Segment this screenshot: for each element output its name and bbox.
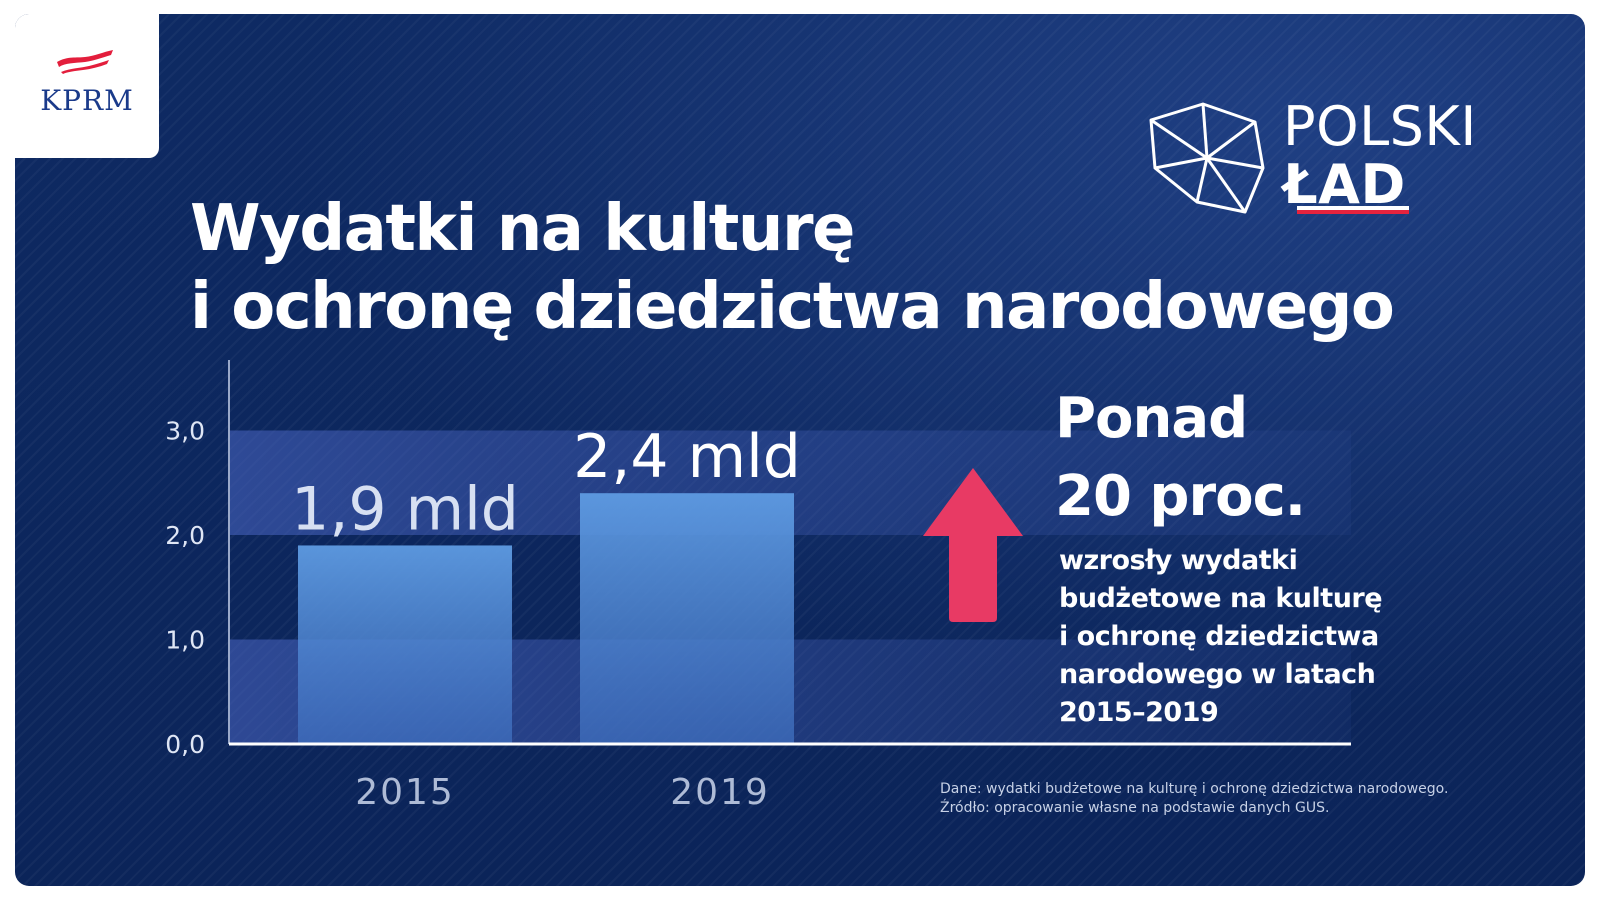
y-tick-label: 0,0 — [165, 730, 205, 759]
data-label: 1,9 mld — [291, 474, 519, 544]
polski-lad-wordmark: POLSKI ŁAD — [1283, 98, 1477, 214]
desc-line: narodowego w latach — [1059, 659, 1376, 690]
kprm-label: KPRM — [40, 84, 134, 117]
data-label: 2,4 mld — [573, 422, 801, 492]
source-note: Dane: wydatki budżetowe na kulturę i och… — [940, 780, 1448, 818]
polski-lad-map-icon — [1149, 102, 1265, 214]
infographic-panel: KPRM Wydatki na kulturę i ochronę dziedz… — [15, 14, 1585, 886]
y-tick-label: 3,0 — [165, 417, 205, 446]
page-title: Wydatki na kulturę i ochronę dziedzictwa… — [190, 190, 1395, 346]
x-tick-label: 2019 — [670, 772, 770, 813]
bar — [580, 493, 794, 744]
brand-line-2: ŁAD — [1283, 153, 1406, 216]
y-tick-label: 2,0 — [165, 521, 205, 550]
highlight-line-2: 20 proc. — [1055, 464, 1306, 529]
x-tick-label: 2015 — [355, 772, 455, 813]
brand-line-1: POLSKI — [1283, 95, 1477, 158]
kprm-logo: KPRM — [15, 14, 159, 158]
bar-chart: 0,0 1,0 2,0 3,0 1,9 mld 2015 2,4 mld 2019 — [165, 360, 1351, 813]
note-line-1: Dane: wydatki budżetowe na kulturę i och… — [940, 781, 1449, 797]
desc-line: i ochronę dziedzictwa — [1059, 621, 1379, 652]
title-line-1: Wydatki na kulturę — [190, 192, 855, 266]
bar — [298, 545, 512, 744]
highlight-figure: Ponad 20 proc. — [1055, 380, 1306, 536]
arrow-up-icon — [923, 468, 1023, 622]
desc-line: budżetowe na kulturę — [1059, 583, 1383, 614]
highlight-description: wzrosły wydatki budżetowe na kulturę i o… — [1059, 542, 1479, 732]
desc-line: wzrosły wydatki — [1059, 545, 1298, 576]
highlight-line-1: Ponad — [1055, 386, 1248, 451]
title-line-2: i ochronę dziedzictwa narodowego — [190, 270, 1395, 344]
desc-line: 2015–2019 — [1059, 697, 1219, 728]
flag-underline — [1297, 206, 1409, 214]
note-line-2: Źródło: opracowanie własne na podstawie … — [940, 800, 1330, 816]
y-tick-label: 1,0 — [165, 626, 205, 655]
flag-icon — [57, 50, 113, 74]
